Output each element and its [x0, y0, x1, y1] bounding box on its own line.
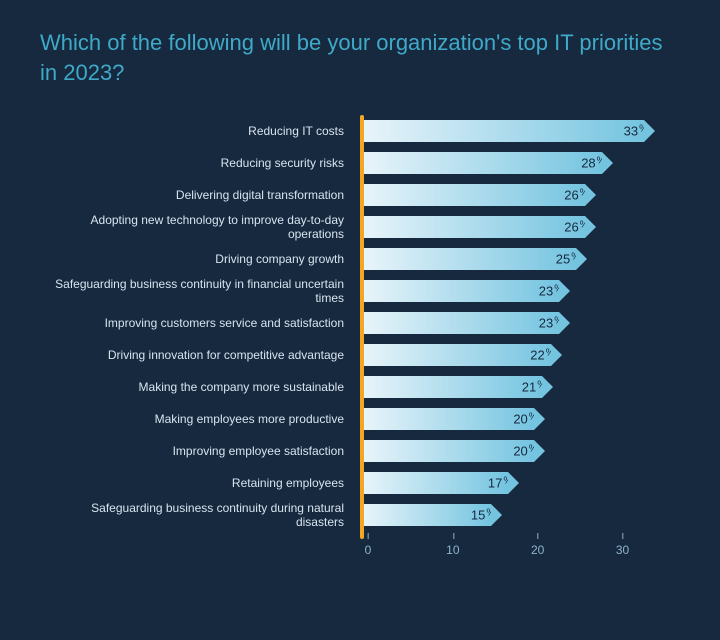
bar-label: Safeguarding business continuity during …: [40, 501, 360, 530]
bar-row: Delivering digital transformation26%: [360, 179, 660, 211]
bar-fill: 20%: [364, 440, 534, 462]
bar: 20%: [364, 408, 534, 430]
bar-label: Safeguarding business continuity in fina…: [40, 277, 360, 306]
bar-row: Reducing IT costs33%: [360, 115, 660, 147]
bar-fill: 26%: [364, 184, 585, 206]
bar: 17%: [364, 472, 508, 494]
bar-row: Adopting new technology to improve day-t…: [360, 211, 660, 243]
bar-row: Reducing security risks28%: [360, 147, 660, 179]
bar-value: 17%: [488, 476, 512, 491]
chart-container: Which of the following will be your orga…: [0, 0, 720, 593]
x-tick: 20: [531, 543, 544, 557]
bar: 15%: [364, 504, 491, 526]
bar-value: 21%: [522, 380, 546, 395]
bar-row: Driving innovation for competitive advan…: [360, 339, 660, 371]
bar-value: 26%: [564, 220, 588, 235]
bar-value: 25%: [556, 252, 580, 267]
x-tick: 10: [446, 543, 459, 557]
bar-value: 23%: [539, 284, 563, 299]
bar: 25%: [364, 248, 576, 270]
bar-fill: 20%: [364, 408, 534, 430]
bar-value: 15%: [471, 508, 495, 523]
bar-row: Improving employee satisfaction20%: [360, 435, 660, 467]
chart-title: Which of the following will be your orga…: [40, 28, 680, 87]
bar-label: Reducing IT costs: [40, 124, 360, 138]
bar-label: Improving customers service and satisfac…: [40, 316, 360, 330]
bar-label: Retaining employees: [40, 476, 360, 490]
bar-fill: 28%: [364, 152, 602, 174]
bar-label: Driving innovation for competitive advan…: [40, 348, 360, 362]
bar-value: 20%: [513, 444, 537, 459]
bar-row: Safeguarding business continuity during …: [360, 499, 660, 531]
bar-label: Adopting new technology to improve day-t…: [40, 213, 360, 242]
bar-label: Making employees more productive: [40, 412, 360, 426]
bar: 22%: [364, 344, 551, 366]
bar-fill: 25%: [364, 248, 576, 270]
bar-label: Delivering digital transformation: [40, 188, 360, 202]
bar-value: 28%: [581, 156, 605, 171]
bar-value: 26%: [564, 188, 588, 203]
bar-row: Making employees more productive20%: [360, 403, 660, 435]
bar: 26%: [364, 184, 585, 206]
bar-row: Driving company growth25%: [360, 243, 660, 275]
bar-fill: 26%: [364, 216, 585, 238]
bar-row: Retaining employees17%: [360, 467, 660, 499]
bar-label: Driving company growth: [40, 252, 360, 266]
bar-value: 20%: [513, 412, 537, 427]
bar: 23%: [364, 280, 559, 302]
bar: 33%: [364, 120, 644, 142]
bar: 23%: [364, 312, 559, 334]
bar-label: Making the company more sustainable: [40, 380, 360, 394]
bar: 28%: [364, 152, 602, 174]
bar-row: Improving customers service and satisfac…: [360, 307, 660, 339]
chart-area: Reducing IT costs33%Reducing security ri…: [360, 115, 660, 573]
bar-value: 23%: [539, 316, 563, 331]
bar-fill: 33%: [364, 120, 644, 142]
bar-fill: 15%: [364, 504, 491, 526]
bar-row: Making the company more sustainable21%: [360, 371, 660, 403]
bar-label: Reducing security risks: [40, 156, 360, 170]
bar: 26%: [364, 216, 585, 238]
bar: 21%: [364, 376, 542, 398]
x-axis: 0 10 20 30: [364, 543, 660, 573]
x-tick: 0: [365, 543, 372, 557]
bar-fill: 23%: [364, 312, 559, 334]
bar-label: Improving employee satisfaction: [40, 444, 360, 458]
x-tick: 30: [616, 543, 629, 557]
bar-fill: 17%: [364, 472, 508, 494]
bar-row: Safeguarding business continuity in fina…: [360, 275, 660, 307]
bar: 20%: [364, 440, 534, 462]
bar-value: 22%: [530, 348, 554, 363]
bar-fill: 23%: [364, 280, 559, 302]
bar-value: 33%: [624, 124, 648, 139]
bar-fill: 21%: [364, 376, 542, 398]
bar-fill: 22%: [364, 344, 551, 366]
